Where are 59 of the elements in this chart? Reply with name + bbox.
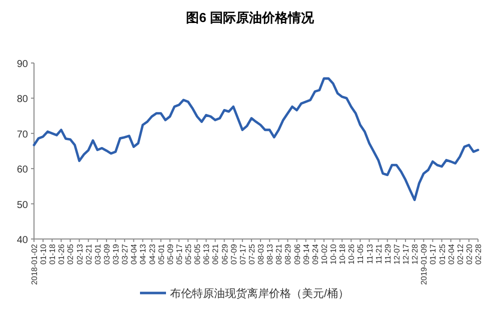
x-tick-label: 04-13: [138, 243, 148, 264]
x-tick-label: 10-26: [347, 243, 356, 264]
x-tick-label: 02-28: [474, 243, 483, 264]
y-tick-label: 80: [16, 94, 28, 106]
x-tick-label: 02-20: [464, 243, 474, 264]
x-tick-label: 08-13: [266, 243, 275, 264]
x-tick-label: 02-13: [75, 243, 84, 264]
x-tick-label: 01-26: [57, 243, 66, 264]
x-tick-label: 11-13: [365, 243, 374, 264]
y-tick-label: 70: [16, 129, 28, 140]
x-tick-label: 06-13: [202, 243, 212, 264]
x-tick-label: 04-04: [130, 243, 139, 264]
x-tick-label: 06-05: [193, 243, 202, 264]
line-series: [32, 77, 480, 202]
legend-label: 布伦特原油现货离岸价格（美元/桶）: [170, 287, 350, 300]
x-tick-label: 09-06: [292, 243, 302, 264]
x-tick-label: 05-17: [174, 243, 184, 264]
x-tick-label: 01-17: [428, 243, 438, 264]
y-tick-label: 50: [16, 200, 28, 211]
x-tick-label: 03-01: [93, 243, 102, 264]
x-tick-label: 12-28: [410, 243, 420, 264]
x-tick-label: 08-03: [256, 243, 266, 264]
x-tick-label: 2019-01-09: [420, 243, 429, 285]
chart-title: 图6 国际原油价格情况: [186, 10, 315, 25]
x-tick-label: 08-21: [274, 243, 284, 264]
x-tick-label: 04-23: [148, 243, 157, 264]
x-tick-label: 2018-01-02: [30, 243, 39, 285]
x-tick-label: 07-09: [229, 243, 238, 264]
x-tick-label: 12-17: [402, 243, 411, 264]
x-tick-label: 07-17: [238, 243, 248, 264]
x-tick-label: 11-05: [356, 243, 366, 264]
x-tick-label: 03-19: [112, 243, 121, 264]
x-tick-label: 10-10: [329, 243, 338, 264]
x-tick-label: 02-12: [456, 243, 465, 264]
x-tick-label: 01-25: [438, 243, 447, 264]
y-tick-label: 60: [16, 164, 28, 176]
x-tick-label: 02-21: [84, 243, 94, 264]
x-tick-label: 10-18: [338, 243, 348, 264]
x-tick-label: 02-05: [66, 243, 76, 264]
x-tick-label: 03-27: [120, 243, 130, 264]
x-tick-label: 01-10: [39, 243, 48, 264]
x-tick-label: 01-18: [48, 243, 58, 264]
x-tick-label: 07-25: [247, 243, 256, 264]
x-tick-label: 05-09: [166, 243, 175, 264]
y-tick-label: 90: [16, 59, 28, 70]
x-tick-label: 06-29: [220, 243, 230, 264]
y-tick-label: 40: [16, 235, 28, 246]
x-tick-label: 12-07: [392, 243, 402, 264]
x-tick-label: 11-21: [374, 243, 384, 264]
x-tick-label: 09-24: [310, 243, 320, 264]
x-tick-label: 11-29: [383, 243, 392, 264]
x-tick-label: 06-21: [211, 243, 220, 264]
x-tick-label: 05-01: [156, 243, 166, 264]
x-tick-label: 03-09: [102, 243, 112, 264]
x-tick-label: 09-14: [302, 243, 311, 264]
x-tick-label: 02-04: [446, 243, 456, 264]
x-tick-label: 08-29: [284, 243, 293, 264]
x-tick-label: 10-02: [320, 243, 329, 264]
x-tick-label: 05-25: [184, 243, 194, 264]
